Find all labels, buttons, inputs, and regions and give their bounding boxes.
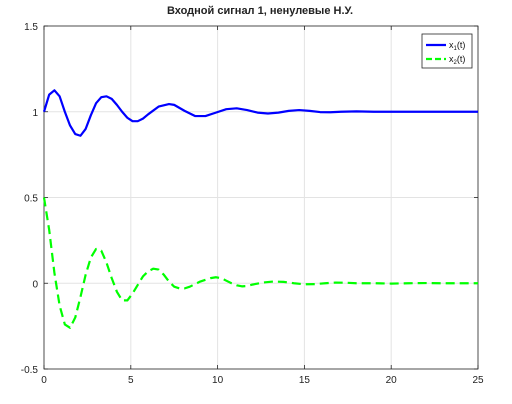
y-tick-label: 0 xyxy=(32,279,38,290)
legend-label-subscript: 1 xyxy=(454,46,458,52)
legend-label-2: x2(t) xyxy=(449,54,465,66)
x-tick-label: 0 xyxy=(41,375,47,386)
series-line-2 xyxy=(42,197,478,329)
legend-label-base: x xyxy=(449,40,454,50)
legend-label-1: x1(t) xyxy=(449,40,465,52)
x-tick-label: 10 xyxy=(212,375,224,386)
legend-label-base: x xyxy=(449,54,454,64)
legend-label-suffix: (t) xyxy=(457,40,466,50)
y-tick-label: -0.5 xyxy=(21,365,39,376)
series-line-1 xyxy=(42,89,478,137)
x-tick-label: 5 xyxy=(128,375,134,386)
axis-ticks: 0 5 10 15 20 25-0.500.511.5 xyxy=(21,22,484,386)
y-tick-label: 1.5 xyxy=(24,22,38,33)
legend-label-subscript: 2 xyxy=(454,60,458,66)
y-tick-label: 0.5 xyxy=(24,194,38,205)
legend: x1(t)x2(t) xyxy=(421,33,473,69)
x-tick-label: 15 xyxy=(299,375,311,386)
series-group xyxy=(42,89,478,329)
legend-box xyxy=(421,33,473,69)
y-tick-label: 1 xyxy=(32,108,38,119)
legend-label-suffix: (t) xyxy=(457,54,466,64)
chart-title: Входной сигнал 1, ненулевые Н.У. xyxy=(167,5,353,17)
x-tick-label: 25 xyxy=(472,375,484,386)
x-tick-label: 20 xyxy=(386,375,398,386)
